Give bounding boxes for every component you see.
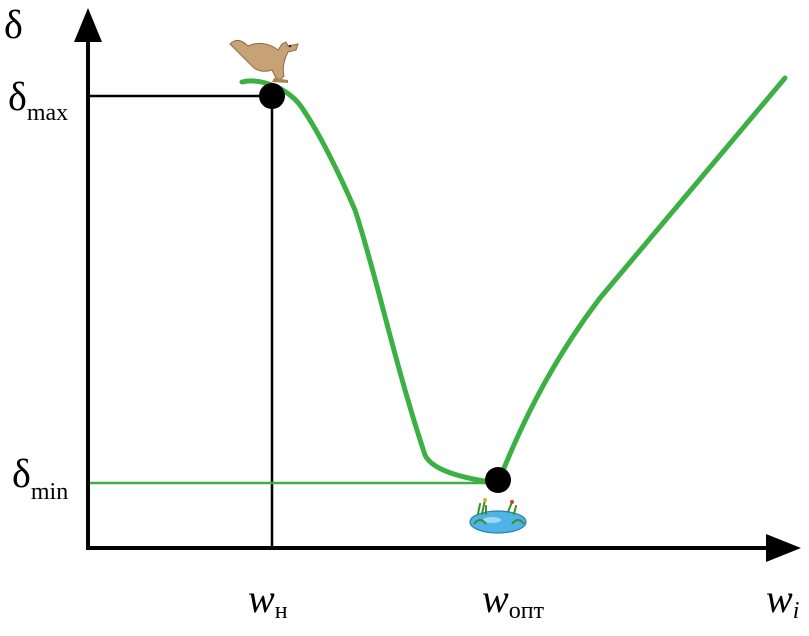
w-nominal-label: wн xyxy=(248,576,288,624)
x-axis-label: wi xyxy=(766,576,799,624)
y-axis-label: δ xyxy=(4,2,23,47)
w-optimal-label: wопт xyxy=(482,576,545,624)
delta-curve xyxy=(239,75,788,486)
x-axis-arrow-icon xyxy=(766,534,801,562)
delta-min-label: δmin xyxy=(12,451,68,505)
kangaroo-icon xyxy=(229,39,299,83)
pond-icon xyxy=(469,498,527,534)
min-point xyxy=(485,467,511,493)
delta-max-label: δmax xyxy=(8,74,68,126)
max-point xyxy=(259,83,285,109)
y-axis-arrow-icon xyxy=(74,8,102,42)
